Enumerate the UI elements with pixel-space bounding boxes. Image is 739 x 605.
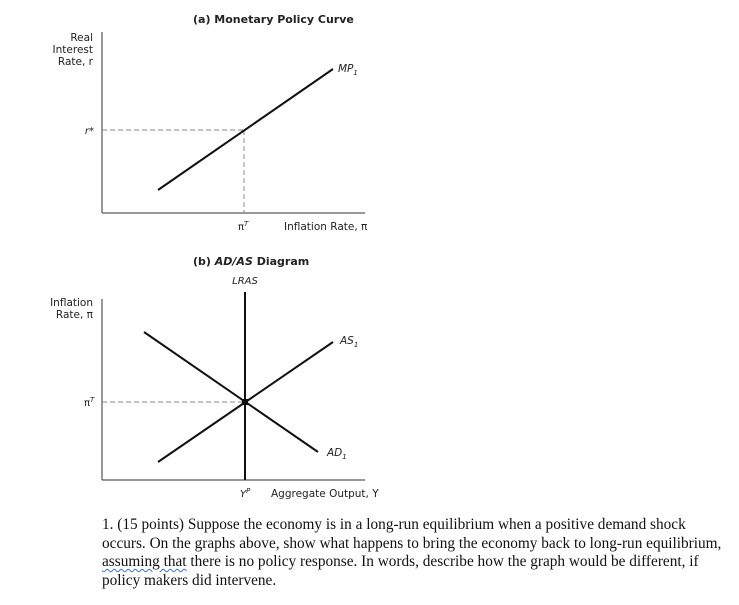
lras-label: LRAS [232, 276, 258, 287]
pi-target-tick: πT [238, 220, 249, 233]
ad-label: AD1 [326, 447, 347, 461]
question-part1: 1. (15 points) Suppose the economy is in… [102, 516, 722, 552]
x-axis-label: Inflation Rate, π [284, 221, 368, 233]
y-axis-label-line2: Interest [53, 44, 93, 56]
ad-curve [143, 331, 319, 453]
y-axis-label-line3: Rate, r [58, 56, 94, 68]
y-axis-label-line1: Real [70, 32, 93, 44]
panel-b-ad-as-diagram: (b) AD/AS Diagram LRAS Inflation Rate, π… [50, 255, 379, 500]
question-part2: there is no policy response. In words, d… [102, 553, 699, 589]
pi-target-tick: πT [84, 396, 95, 409]
y-axis-label-line1: Inflation [50, 297, 93, 309]
spellcheck-underlined-phrase: assuming that [102, 553, 187, 571]
question-text: 1. (15 points) Suppose the economy is in… [102, 516, 732, 590]
panel-b-title: (b) AD/AS Diagram [193, 255, 309, 268]
as-label: AS1 [339, 335, 358, 349]
y-axis-label-line2: Rate, π [56, 309, 94, 321]
panel-a-monetary-policy-curve: (a) Monetary Policy Curve Real Interest … [53, 13, 368, 233]
diagrams: (a) Monetary Policy Curve Real Interest … [50, 13, 379, 500]
potential-output-tick: YP [240, 487, 251, 500]
x-axis-label: Aggregate Output, Y [271, 488, 379, 500]
r-star-tick: r* [85, 126, 94, 137]
panel-a-title: (a) Monetary Policy Curve [193, 13, 354, 26]
equilibrium-point [242, 399, 248, 405]
mp-curve [157, 68, 334, 191]
mp-label: MP1 [338, 63, 358, 77]
